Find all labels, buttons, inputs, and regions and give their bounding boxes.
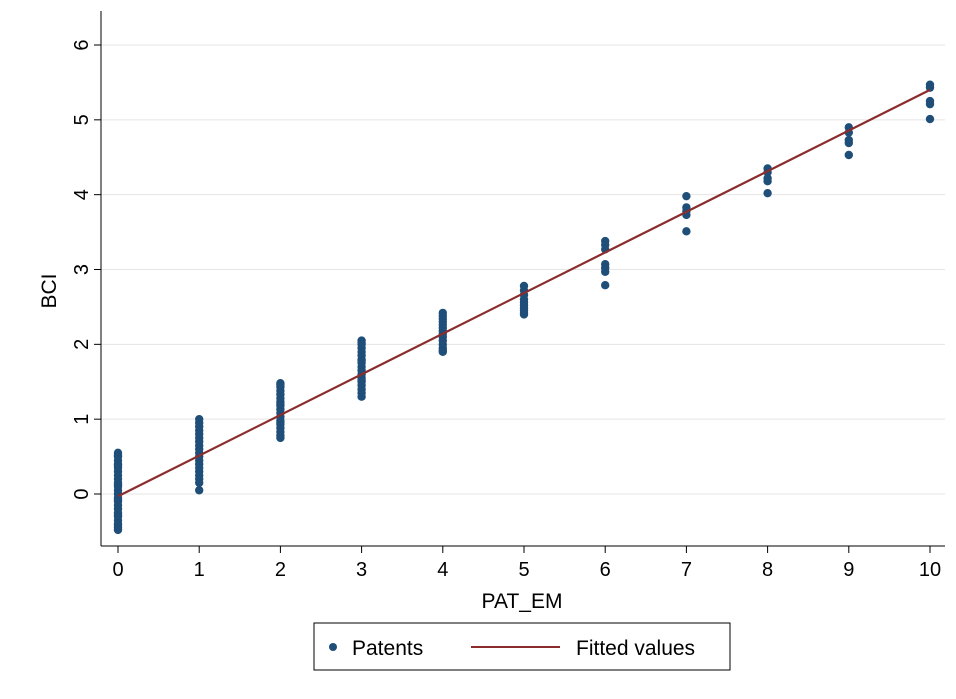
x-tick-label: 2 (275, 559, 286, 581)
patents-point (357, 356, 366, 365)
fitted-values-line (117, 88, 931, 498)
patents-point (925, 99, 935, 109)
x-axis-title: PAT_EM (482, 590, 563, 613)
patents-point (844, 150, 853, 160)
x-tick-label: 3 (356, 559, 367, 581)
patents-points (113, 80, 935, 535)
x-tick-label: 6 (600, 559, 611, 581)
patents-point (438, 347, 447, 357)
x-tick-labels: 0 1 2 3 4 5 6 7 8 9 10 (112, 559, 941, 581)
y-axis-title: BCI (38, 273, 61, 308)
patents-point (925, 114, 935, 124)
patents-point (113, 495, 123, 505)
x-tick-label: 8 (762, 559, 773, 581)
patents-point (357, 376, 366, 385)
patents-point (113, 461, 123, 470)
patents-point (763, 188, 772, 198)
patents-point (195, 478, 204, 487)
legend-patents-marker (329, 643, 337, 651)
grid-lines (101, 44, 945, 495)
patents-point (276, 380, 285, 389)
patents-point (519, 310, 529, 319)
legend: Patents Fitted values (313, 622, 731, 671)
patents-point (682, 227, 691, 236)
patents-point (763, 176, 772, 186)
x-tick-label: 4 (437, 559, 448, 581)
patents-point (682, 191, 691, 201)
patents-point (113, 510, 123, 520)
y-tick-label: 0 (71, 488, 93, 499)
y-tick-label: 2 (71, 339, 93, 350)
patents-point (113, 450, 123, 460)
patents-point (113, 521, 123, 530)
patents-point (276, 433, 285, 443)
x-tick-label: 1 (194, 559, 205, 581)
patents-point (276, 400, 285, 409)
legend-fitted-label: Fitted values (576, 637, 695, 660)
patents-point (601, 281, 610, 290)
patents-point (844, 138, 853, 148)
patents-point (195, 486, 204, 495)
patents-point (601, 267, 610, 276)
y-tick-labels: 0 1 2 3 4 5 6 (71, 39, 93, 499)
y-tick-label: 6 (71, 39, 93, 50)
x-tick-label: 0 (112, 559, 123, 581)
patents-point (276, 418, 285, 428)
x-tick-label: 9 (843, 559, 854, 581)
axes (94, 11, 945, 553)
y-tick-label: 3 (71, 264, 93, 275)
patents-point (357, 338, 366, 348)
patents-point (357, 392, 366, 401)
fitted-line-layer (117, 88, 931, 498)
x-tick-label: 7 (681, 559, 692, 581)
x-tick-label: 5 (518, 559, 529, 581)
y-tick-label: 4 (71, 189, 93, 200)
patents-point (113, 480, 123, 490)
y-tick-label: 1 (71, 414, 93, 425)
y-tick-label: 5 (71, 114, 93, 125)
legend-patents-label: Patents (352, 637, 423, 660)
x-tick-label: 10 (919, 559, 941, 581)
